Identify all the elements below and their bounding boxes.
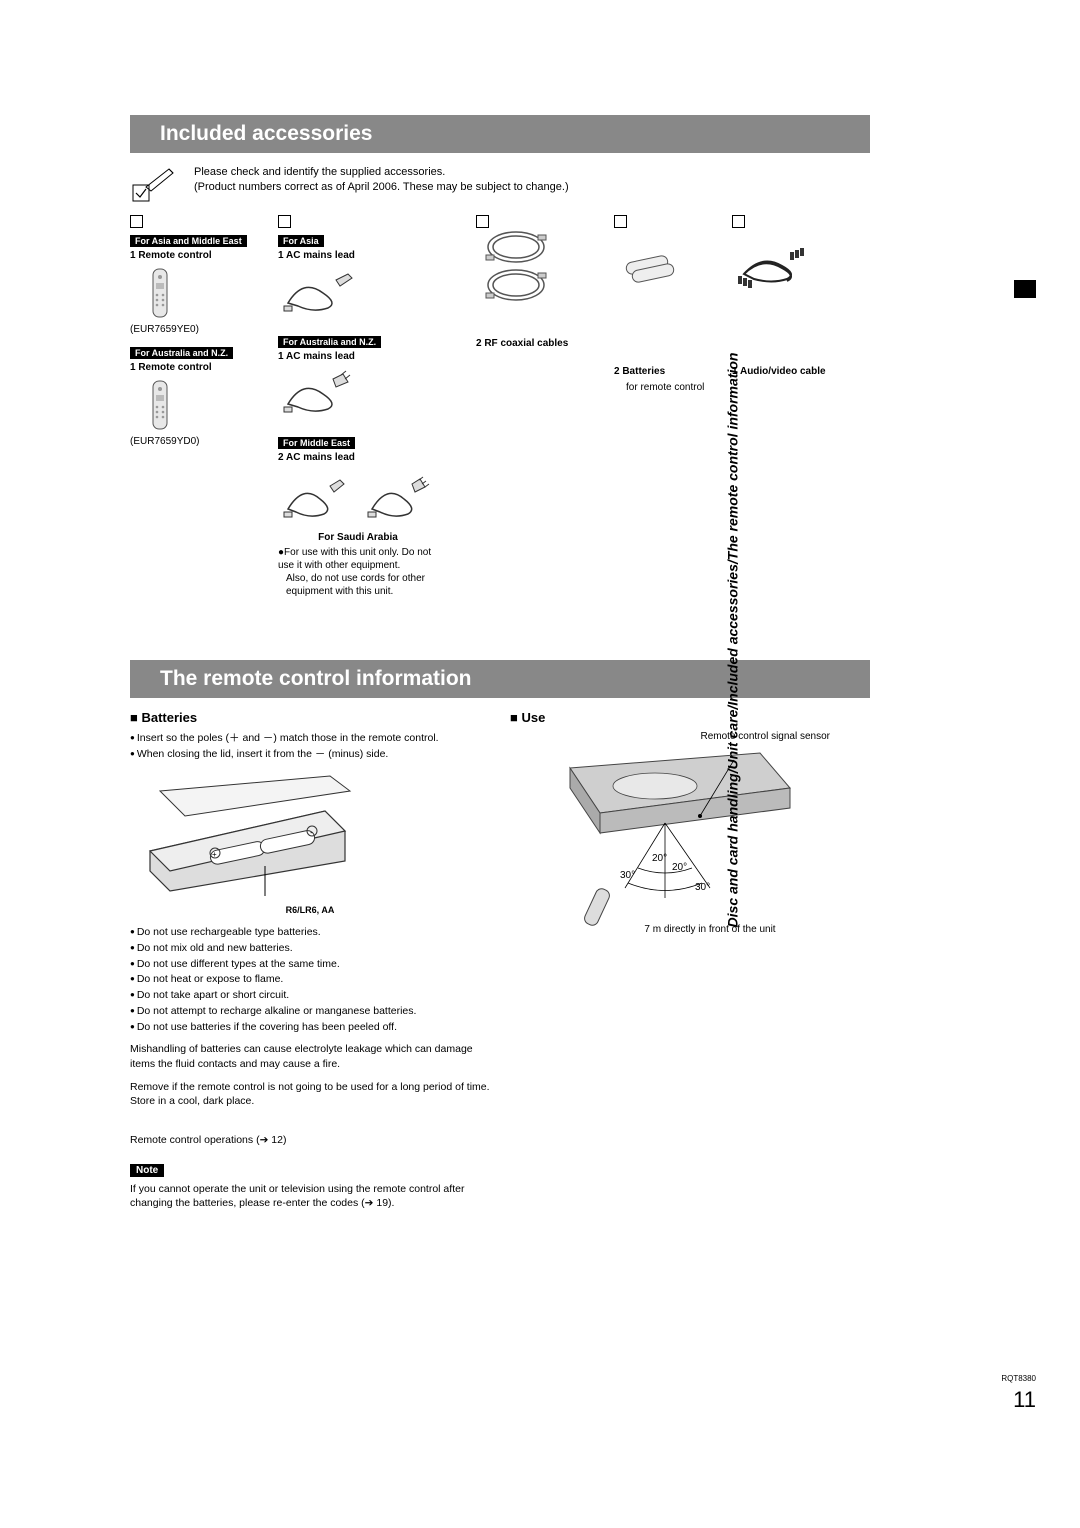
warn: Do not mix old and new batteries. xyxy=(130,941,490,956)
ops-ref: Remote control operations (➔ 12) xyxy=(130,1133,490,1148)
note-text: Also, do not use cords for other equipme… xyxy=(278,572,448,598)
side-tab: Disc and card handling/Unit care/Include… xyxy=(994,260,1020,1020)
note-text: If you cannot operate the unit or televi… xyxy=(130,1182,490,1211)
item-title: 2 Batteries xyxy=(614,366,724,377)
warn: Do not attempt to recharge alkaline or m… xyxy=(130,1004,490,1019)
checkbox xyxy=(130,215,143,228)
mains-lead-icon xyxy=(362,471,442,526)
remote-icon xyxy=(130,265,190,320)
svg-text:20°: 20° xyxy=(652,853,667,864)
warn: Do not use different types at the same t… xyxy=(130,957,490,972)
battery-instr: Insert so the poles (＋ and －) match thos… xyxy=(130,731,490,746)
page-number: 11 xyxy=(1001,1387,1036,1413)
mains-lead-icon xyxy=(278,366,363,421)
warn: Do not use batteries if the covering has… xyxy=(130,1020,490,1035)
warn: Do not use rechargeable type batteries. xyxy=(130,925,490,940)
item-title: 2 RF coaxial cables xyxy=(476,338,606,349)
region-badge: For Australia and N.Z. xyxy=(278,336,381,348)
coaxial-cable-icon xyxy=(476,239,561,294)
note-badge: Note xyxy=(130,1164,164,1177)
remote-icon xyxy=(130,377,190,432)
item-title: 1 Remote control xyxy=(130,250,270,261)
batteries-icon xyxy=(614,239,684,294)
item-title: 2 AC mains lead xyxy=(278,452,468,463)
checkbox xyxy=(614,215,627,228)
svg-text:30°: 30° xyxy=(695,882,710,893)
batteries-heading: ■ Batteries xyxy=(130,710,490,725)
region-badge: For Middle East xyxy=(278,437,355,449)
av-cable-icon xyxy=(732,239,812,294)
region-badge: For Asia and Middle East xyxy=(130,235,247,247)
item-sub: for remote control xyxy=(614,381,724,394)
mains-lead-icon xyxy=(278,471,358,526)
svg-text:-: - xyxy=(310,828,313,837)
section-title: Included accessories xyxy=(130,118,870,150)
note-text: ●For use with this unit only. Do not use… xyxy=(278,546,448,572)
use-heading: ■ Use xyxy=(510,710,870,725)
section-title: The remote control information xyxy=(130,663,870,695)
svg-text:30°: 30° xyxy=(620,870,635,881)
item-title: 1 AC mains lead xyxy=(278,250,468,261)
checkbox xyxy=(732,215,745,228)
warn: Do not take apart or short circuit. xyxy=(130,988,490,1003)
dvd-unit-diagram: 20° 20° 30° 30° xyxy=(510,748,810,918)
svg-text:+: + xyxy=(212,850,217,859)
intro-line-1: Please check and identify the supplied a… xyxy=(194,165,569,180)
part-number: (EUR7659YD0) xyxy=(130,436,270,447)
item-title: 1 Remote control xyxy=(130,362,270,373)
section-header-remote: The remote control information xyxy=(130,660,870,698)
part-number: (EUR7659YE0) xyxy=(130,324,270,335)
doc-code: RQT8380 xyxy=(1001,1374,1036,1383)
item-title: 1 Audio/video cable xyxy=(732,366,852,377)
battery-instr: When closing the lid, insert it from the… xyxy=(130,747,490,762)
intro-line-2: (Product numbers correct as of April 200… xyxy=(194,180,569,195)
battery-diagram: + - xyxy=(130,771,390,901)
checklist-icon xyxy=(130,165,180,205)
battery-type-label: R6/LR6, AA xyxy=(130,905,490,915)
item-title: 1 AC mains lead xyxy=(278,351,468,362)
section-header-accessories: Included accessories xyxy=(130,115,870,153)
checkbox xyxy=(278,215,291,228)
sub-label: For Saudi Arabia xyxy=(278,532,438,543)
para: Remove if the remote control is not goin… xyxy=(130,1080,490,1109)
region-badge: For Asia xyxy=(278,235,324,247)
region-badge: For Australia and N.Z. xyxy=(130,347,233,359)
page-footer: RQT8380 11 xyxy=(1001,1374,1036,1413)
mains-lead-icon xyxy=(278,265,363,320)
svg-text:20°: 20° xyxy=(672,862,687,873)
intro-text: Please check and identify the supplied a… xyxy=(194,165,569,196)
para: Mishandling of batteries can cause elect… xyxy=(130,1042,490,1071)
side-tab-text: Disc and card handling/Unit care/Include… xyxy=(725,353,741,928)
warn: Do not heat or expose to flame. xyxy=(130,972,490,987)
